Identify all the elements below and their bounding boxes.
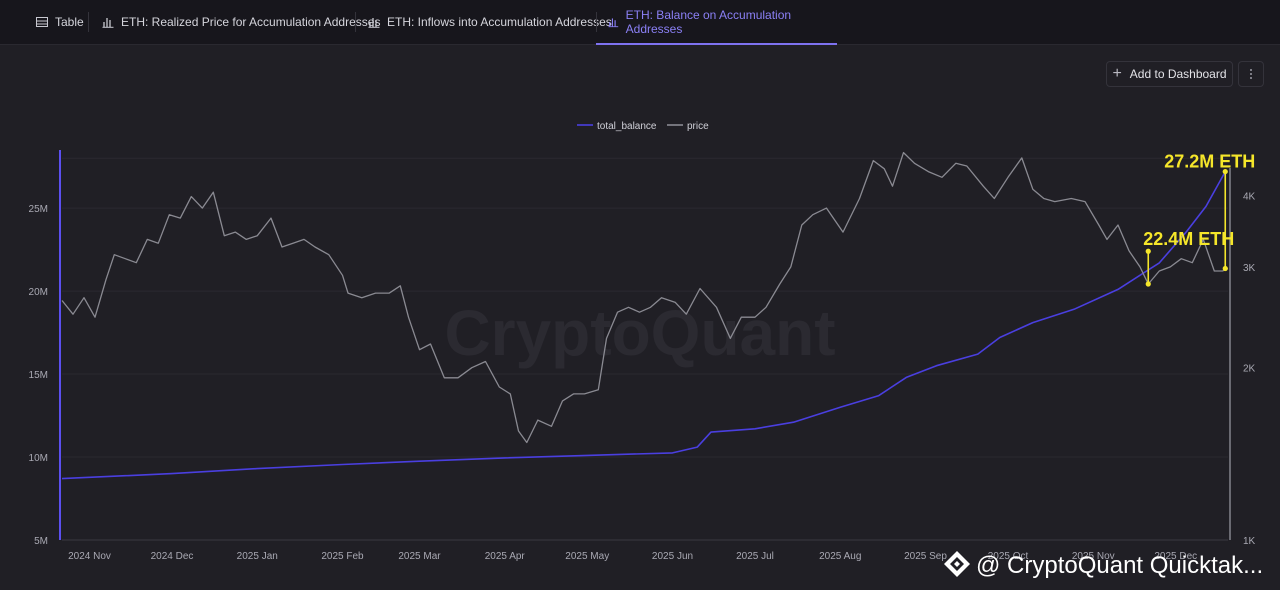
annotations: 22.4M ETH 27.2M ETH: [1143, 152, 1255, 287]
x-tick-label: 2024 Nov: [68, 551, 111, 562]
x-tick-label: 2025 Jan: [237, 551, 278, 562]
y-right-tick-label: 3K: [1243, 263, 1256, 274]
bar-chart-icon: [102, 18, 114, 28]
tab-divider: [88, 12, 89, 32]
y-left-tick-label: 15M: [29, 370, 48, 381]
x-tick-label: 2025 Oct: [988, 551, 1029, 562]
chart-panel: [0, 45, 1280, 590]
tab-label: ETH: Inflows into Accumulation Addresses: [387, 15, 612, 29]
plus-icon: +: [1112, 65, 1122, 82]
bar-chart-icon: [368, 18, 380, 28]
annotation-dot-bottom: [1222, 265, 1228, 272]
y-right-tick-label: 2K: [1243, 364, 1256, 375]
tab-label: ETH: Realized Price for Accumulation Add…: [121, 15, 381, 29]
annotation-label: 27.2M ETH: [1164, 152, 1255, 172]
grid: [62, 157, 1228, 541]
x-tick-label: 2025 Jul: [736, 551, 774, 562]
more-dot-icon: [1250, 77, 1252, 79]
legend-label-total-balance: total_balance: [597, 121, 657, 132]
more-options-button[interactable]: [1238, 61, 1264, 87]
tab-table[interactable]: Table: [36, 0, 84, 44]
y-right-tick-label: 1K: [1243, 536, 1256, 547]
y-left-tick-label: 10M: [29, 453, 48, 464]
legend: total_balance price: [577, 121, 709, 132]
x-tick-label: 2025 Mar: [398, 551, 441, 562]
cryptoquant-logo-icon: [944, 551, 970, 577]
more-dot-icon: [1250, 69, 1252, 71]
bar-chart-icon: [608, 18, 619, 28]
series-line-total-balance: [61, 171, 1226, 480]
x-tick-label: 2025 Aug: [819, 551, 861, 562]
legend-label-price: price: [687, 121, 709, 132]
tab-label: ETH: Balance on Accumulation Addresses: [625, 8, 792, 36]
y-right-tick-label: 4K: [1243, 191, 1256, 202]
watermark: CryptoQuant: [444, 297, 835, 369]
tab-divider: [355, 12, 356, 32]
x-tick-label: 2025 Apr: [485, 551, 526, 562]
tab-label: Table: [55, 15, 84, 29]
y-left-tick-label: 25M: [29, 204, 48, 215]
footer-credit: @ CryptoQuant Quicktak...: [944, 551, 1263, 579]
series-layer: [61, 151, 1229, 480]
credit-text: @ CryptoQuant Quicktak...: [976, 552, 1263, 579]
add-to-dashboard-button[interactable]: + Add to Dashboard: [1106, 61, 1233, 87]
x-tick-label: 2025 Feb: [321, 551, 364, 562]
x-tick-label: 2025 Jun: [652, 551, 693, 562]
more-dot-icon: [1250, 73, 1252, 75]
annotation-label: 22.4M ETH: [1143, 229, 1234, 249]
y-left-tick-label: 20M: [29, 287, 48, 298]
y-left-tick-label: 5M: [34, 536, 48, 547]
x-tick-label: 2025 Sep: [904, 551, 947, 562]
x-tick-label: 2025 Dec: [1154, 551, 1197, 562]
axes: 5M 10M 15M 20M 25M 1K 2K 3K 4K 2024 Nov 2024 Dec 20…: [29, 150, 1256, 562]
series-line-price: [61, 151, 1229, 444]
tab-bar: Table ETH: Realized Price for Accumulati…: [0, 0, 1280, 45]
annotation-dot-top: [1222, 168, 1228, 175]
tab-realized-price[interactable]: ETH: Realized Price for Accumulation Add…: [102, 0, 380, 44]
add-to-dashboard-label: Add to Dashboard: [1129, 67, 1227, 81]
annotation-dot-top: [1145, 248, 1151, 254]
tab-divider: [596, 12, 597, 32]
tab-balance[interactable]: ETH: Balance on Accumulation Addresses: [596, 0, 837, 45]
x-tick-label: 2024 Dec: [151, 551, 194, 562]
annotation-dot-bottom: [1145, 281, 1151, 287]
x-tick-label: 2025 Nov: [1072, 551, 1115, 562]
tab-inflows[interactable]: ETH: Inflows into Accumulation Addresses: [368, 0, 612, 44]
x-tick-label: 2025 May: [565, 551, 609, 562]
table-icon: [36, 17, 48, 27]
